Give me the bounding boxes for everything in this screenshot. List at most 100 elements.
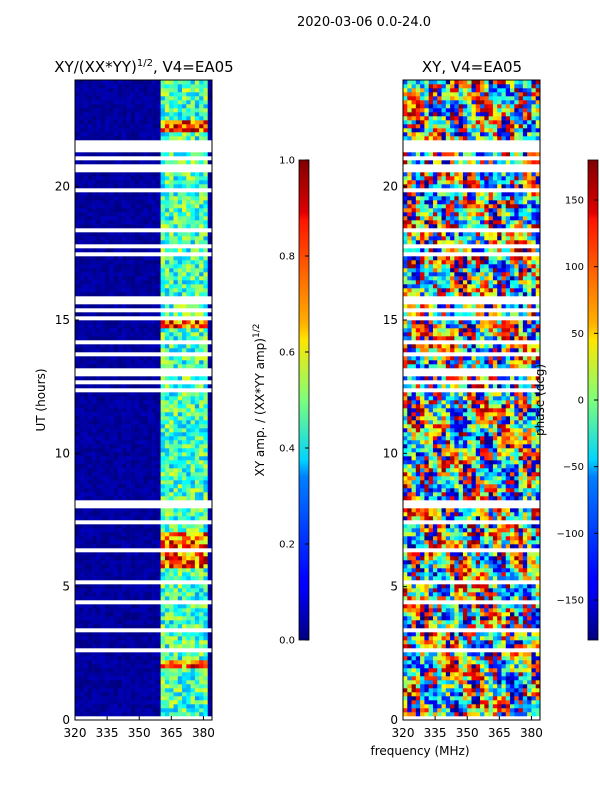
heatmap-cell bbox=[104, 672, 110, 677]
heatmap-cell bbox=[164, 612, 170, 617]
heatmap-cell bbox=[169, 604, 174, 609]
heatmap-cell bbox=[147, 216, 153, 221]
heatmap-cell bbox=[177, 180, 183, 185]
heatmap-cell bbox=[177, 452, 183, 457]
heatmap-cell bbox=[152, 324, 157, 329]
heatmap-cell bbox=[143, 336, 149, 341]
heatmap-cell bbox=[420, 692, 425, 697]
heatmap-cell bbox=[475, 620, 481, 625]
heatmap-cell bbox=[177, 128, 183, 133]
heatmap-cell bbox=[87, 396, 93, 401]
heatmap-cell bbox=[96, 212, 101, 217]
heatmap-cell bbox=[182, 576, 187, 581]
heatmap-cell bbox=[428, 640, 434, 645]
heatmap-cell bbox=[83, 116, 89, 121]
heatmap-cell bbox=[420, 664, 425, 669]
heatmap-cell bbox=[203, 124, 209, 129]
heatmap-cell bbox=[100, 416, 106, 421]
heatmap-cell bbox=[147, 276, 153, 281]
heatmap-cell bbox=[510, 684, 515, 689]
heatmap-cell bbox=[407, 684, 412, 689]
heatmap-cell bbox=[96, 276, 101, 281]
heatmap-cell bbox=[156, 696, 161, 701]
heatmap-cell bbox=[113, 288, 119, 293]
heatmap-cell bbox=[199, 512, 204, 517]
heatmap-cell bbox=[104, 332, 110, 337]
heatmap-cell bbox=[199, 452, 204, 457]
heatmap-cell bbox=[207, 672, 213, 677]
heatmap-cell bbox=[169, 612, 174, 617]
heatmap-cell bbox=[471, 684, 477, 689]
heatmap-cell bbox=[75, 232, 80, 237]
heatmap-cell bbox=[169, 516, 174, 521]
heatmap-cell bbox=[182, 568, 187, 573]
heatmap-cell bbox=[164, 608, 170, 613]
heatmap-cell bbox=[169, 192, 174, 197]
heatmap-cell bbox=[420, 688, 425, 693]
heatmap-cell bbox=[139, 592, 144, 597]
heatmap-cell bbox=[450, 704, 455, 709]
heatmap-cell bbox=[488, 644, 494, 649]
heatmap-cell bbox=[203, 476, 209, 481]
heatmap-cell bbox=[164, 424, 170, 429]
heatmap-cell bbox=[203, 460, 209, 465]
heatmap-cell bbox=[122, 656, 127, 661]
heatmap-cell bbox=[83, 216, 89, 221]
heatmap-cell bbox=[424, 676, 429, 681]
amplitude-colorbar-gradient bbox=[298, 159, 310, 641]
heatmap-cell bbox=[139, 448, 144, 453]
heatmap-cell bbox=[122, 120, 127, 125]
heatmap-cell bbox=[75, 108, 80, 113]
heatmap-cell bbox=[126, 176, 131, 181]
heatmap-cell bbox=[164, 644, 170, 649]
heatmap-cell bbox=[147, 240, 153, 245]
heatmap-cell bbox=[147, 432, 153, 437]
heatmap-cell bbox=[160, 196, 166, 201]
heatmap-cell bbox=[130, 112, 136, 117]
heatmap-cell bbox=[411, 636, 417, 641]
heatmap-cell bbox=[143, 132, 149, 137]
heatmap-cell bbox=[147, 324, 153, 329]
heatmap-cell bbox=[432, 692, 438, 697]
heatmap-cell bbox=[177, 392, 183, 397]
heatmap-cell bbox=[104, 180, 110, 185]
heatmap-cell bbox=[164, 192, 170, 197]
heatmap-cell bbox=[83, 524, 89, 529]
heatmap-cell bbox=[147, 616, 153, 621]
heatmap-cell bbox=[126, 536, 131, 541]
heatmap-cell bbox=[143, 324, 149, 329]
heatmap-cell bbox=[164, 476, 170, 481]
heatmap-cell bbox=[75, 440, 80, 445]
heatmap-cell bbox=[177, 632, 183, 637]
heatmap-cell bbox=[113, 604, 119, 609]
heatmap-cell bbox=[92, 312, 97, 317]
heatmap-cell bbox=[134, 564, 140, 569]
heatmap-cell bbox=[143, 700, 149, 705]
heatmap-cell bbox=[527, 620, 532, 625]
heatmap-cell bbox=[130, 432, 136, 437]
heatmap-cell bbox=[160, 332, 166, 337]
heatmap-cell bbox=[169, 712, 174, 717]
heatmap-cell bbox=[92, 136, 97, 141]
heatmap-cell bbox=[177, 432, 183, 437]
heatmap-cell bbox=[531, 704, 537, 709]
flagged-row bbox=[75, 580, 212, 585]
heatmap-cell bbox=[100, 632, 106, 637]
heatmap-cell bbox=[488, 632, 494, 637]
heatmap-cell bbox=[122, 224, 127, 229]
heatmap-cell bbox=[467, 624, 472, 629]
heatmap-cell bbox=[134, 528, 140, 533]
heatmap-cell bbox=[169, 212, 174, 217]
heatmap-cell bbox=[518, 636, 524, 641]
heatmap-cell bbox=[177, 660, 183, 665]
heatmap-cell bbox=[190, 108, 196, 113]
heatmap-cell bbox=[203, 428, 209, 433]
heatmap-cell bbox=[152, 572, 157, 577]
heatmap-cell bbox=[156, 396, 161, 401]
heatmap-cell bbox=[186, 104, 191, 109]
heatmap-cell bbox=[207, 488, 213, 493]
heatmap-cell bbox=[92, 480, 97, 485]
heatmap-cell bbox=[122, 356, 127, 361]
heatmap-cell bbox=[83, 456, 89, 461]
heatmap-cell bbox=[199, 240, 204, 245]
